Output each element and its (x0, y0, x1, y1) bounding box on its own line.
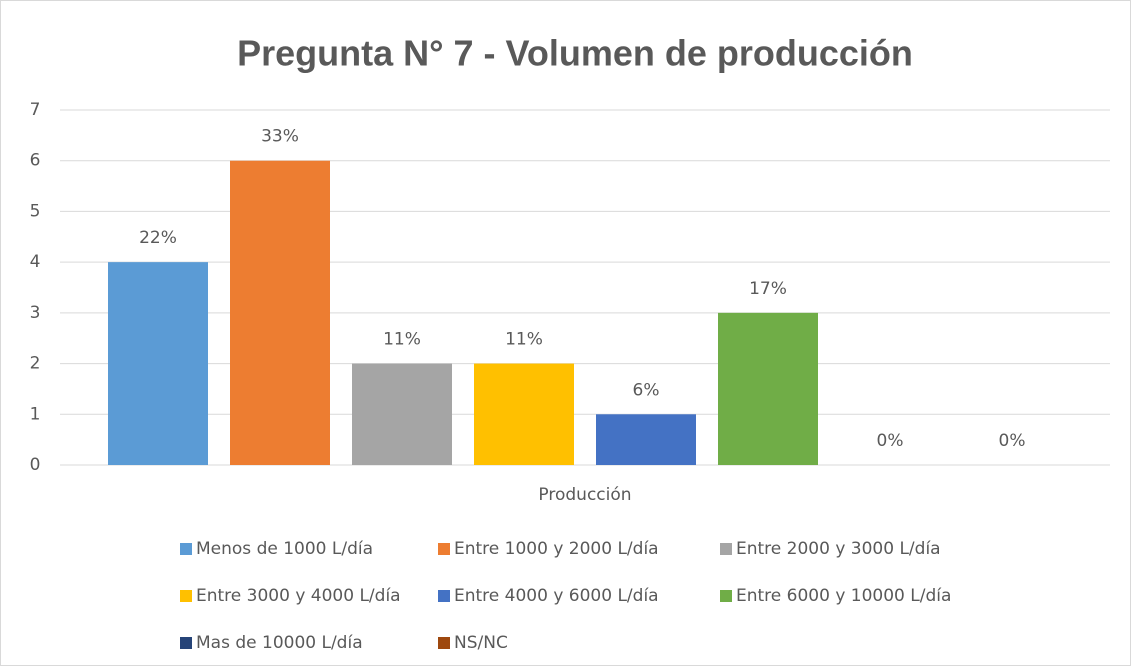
legend-swatch (438, 590, 450, 602)
chart-title: Pregunta N° 7 - Volumen de producción (237, 33, 913, 74)
y-tick-label: 4 (30, 252, 41, 272)
data-label: 22% (139, 228, 177, 248)
bar (108, 262, 208, 465)
data-label: 6% (633, 380, 660, 400)
legend-swatch (720, 543, 732, 555)
data-label: 11% (505, 330, 543, 350)
y-tick-label: 3 (30, 303, 41, 323)
legend-label: NS/NC (454, 633, 508, 653)
legend-swatch (720, 590, 732, 602)
legend-swatch (438, 637, 450, 649)
legend-swatch (180, 637, 192, 649)
legend-swatch (438, 543, 450, 555)
data-label: 33% (261, 127, 299, 147)
bar (474, 363, 574, 465)
x-tick-label: Producción (538, 485, 631, 505)
y-tick-label: 2 (30, 354, 41, 374)
legend-label: Entre 1000 y 2000 L/día (454, 539, 659, 559)
bar (596, 414, 696, 465)
data-label: 0% (999, 431, 1026, 451)
y-tick-label: 7 (30, 100, 41, 120)
legend-label: Entre 6000 y 10000 L/día (736, 586, 951, 606)
y-tick-label: 1 (30, 404, 41, 424)
legend-label: Mas de 10000 L/día (196, 633, 363, 653)
legend-swatch (180, 543, 192, 555)
legend-swatch (180, 590, 192, 602)
legend-label: Entre 4000 y 6000 L/día (454, 586, 659, 606)
legend-label: Entre 3000 y 4000 L/día (196, 586, 401, 606)
bar (352, 363, 452, 465)
bar (718, 312, 818, 465)
y-tick-label: 0 (30, 455, 41, 475)
legend-label: Entre 2000 y 3000 L/día (736, 539, 941, 559)
data-label: 11% (383, 330, 421, 350)
bar (230, 160, 330, 465)
data-label: 0% (877, 431, 904, 451)
y-tick-label: 5 (30, 201, 41, 221)
data-label: 17% (749, 279, 787, 299)
y-tick-label: 6 (30, 151, 41, 171)
legend-label: Menos de 1000 L/día (196, 539, 373, 559)
